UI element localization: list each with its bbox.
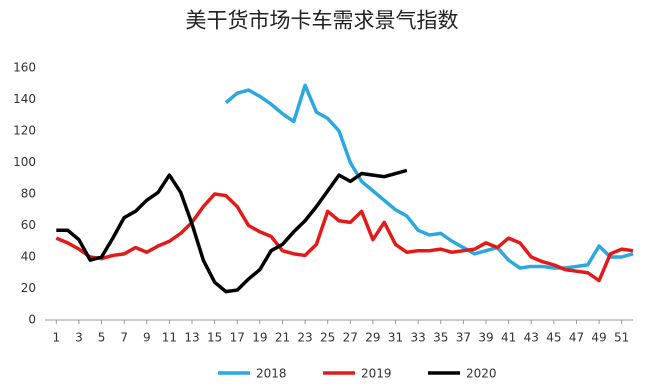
legend-label: 2018 <box>256 367 287 381</box>
x-tick-label: 7 <box>120 331 128 345</box>
y-tick-label: 160 <box>13 61 36 75</box>
x-tick-label: 25 <box>320 331 335 345</box>
y-tick-label: 60 <box>21 218 36 232</box>
x-tick-label: 1 <box>52 331 60 345</box>
x-tick-label: 47 <box>569 331 584 345</box>
legend-label: 2020 <box>466 367 497 381</box>
x-tick-label: 51 <box>614 331 629 345</box>
line-series <box>56 168 408 294</box>
x-tick-label: 45 <box>546 331 561 345</box>
x-tick-label: 17 <box>230 331 245 345</box>
x-tick-label: 39 <box>478 331 493 345</box>
x-tick-label: 49 <box>591 331 606 345</box>
x-tick-label: 19 <box>252 331 267 345</box>
y-tick-label: 40 <box>21 250 36 264</box>
x-tick-label: 3 <box>75 331 83 345</box>
y-tick-label: 140 <box>13 92 36 106</box>
y-tick-label: 20 <box>21 281 36 295</box>
x-tick-label: 13 <box>184 331 199 345</box>
y-tick-label: 0 <box>28 313 36 327</box>
x-tick-label: 31 <box>388 331 403 345</box>
x-tick-label: 33 <box>411 331 426 345</box>
y-tick-label: 80 <box>21 187 36 201</box>
x-tick-label: 37 <box>456 331 471 345</box>
y-tick-label: 100 <box>13 155 36 169</box>
x-tick-label: 35 <box>433 331 448 345</box>
x-tick-label: 41 <box>501 331 516 345</box>
x-tick-label: 23 <box>297 331 312 345</box>
chart-title: 美干货市场卡车需求景气指数 <box>186 9 459 33</box>
x-tick-label: 21 <box>275 331 290 345</box>
x-tick-label: 15 <box>207 331 222 345</box>
x-tick-label: 27 <box>343 331 358 345</box>
line-series <box>55 192 634 283</box>
y-tick-label: 120 <box>13 124 36 138</box>
x-tick-label: 11 <box>162 331 177 345</box>
x-tick-label: 9 <box>143 331 151 345</box>
x-tick-label: 29 <box>365 331 380 345</box>
x-tick-label: 43 <box>524 331 539 345</box>
x-tick-label: 5 <box>98 331 106 345</box>
legend-label: 2019 <box>361 367 392 381</box>
